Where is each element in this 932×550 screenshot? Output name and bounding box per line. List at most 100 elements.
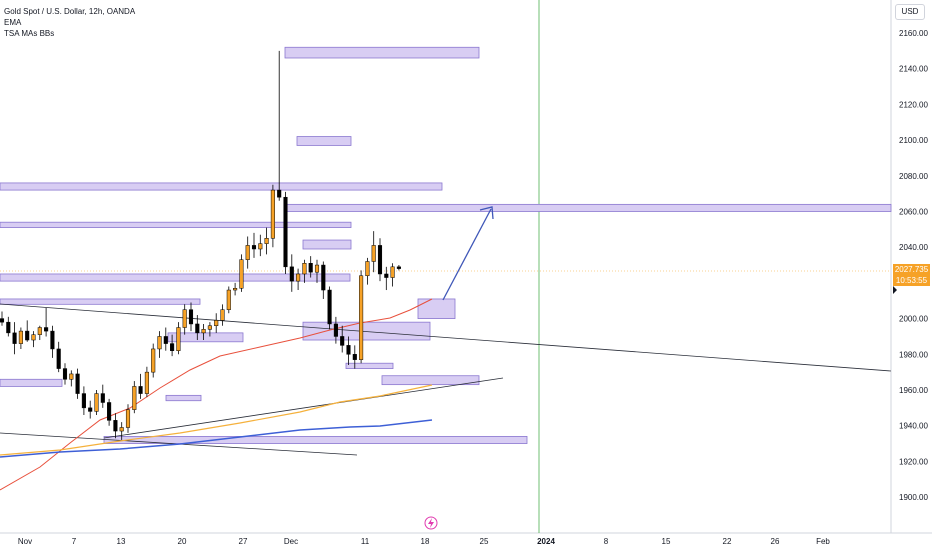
price-tick-label: 1900.00 [899,493,928,502]
bull-candle [264,227,269,255]
indicator-tsa-label[interactable]: TSA MAs BBs [4,29,55,38]
bear-candle [188,302,194,332]
price-tick-label: 1940.00 [899,422,928,431]
candle-body [245,245,250,260]
candle-body [176,327,181,351]
candle-body [251,245,257,250]
bear-candle [333,316,338,344]
trendline [0,303,892,372]
bear-candle [321,261,326,299]
candle-body [390,266,395,278]
candle-body [94,393,99,412]
bear-candle [113,413,118,439]
candle-body [207,325,212,330]
candle-body [12,332,17,344]
price-zone [0,182,443,191]
bull-candle [18,327,23,349]
bull-candle [359,270,364,364]
bear-candle [384,266,389,291]
candle-body [81,393,86,409]
price-tick-label: 2040.00 [899,243,928,252]
projection-arrow [442,206,494,301]
time-axis[interactable]: Nov 7 13 20 27 Dec 11 18 25 2024 8 15 22 26 Feb [18,537,831,546]
time-tick-label: 8 [604,537,609,546]
time-tick-label: 18 [421,537,430,546]
candle-body [25,330,30,341]
candle-body [327,289,332,325]
bull-candle [258,234,263,257]
bull-candle [220,304,225,326]
bear-candle [377,238,383,282]
candle-body [56,348,61,369]
bear-candle [277,50,282,201]
bear-candle [170,334,175,357]
price-zone [0,221,352,228]
time-tick-label: 13 [117,537,126,546]
candle-body [270,189,275,239]
candle-body [214,320,219,326]
price-zone [302,239,352,250]
price-zone [0,298,201,305]
bar-countdown: 10:53:55 [895,276,928,285]
arrow-head-icon [479,206,494,220]
time-tick-label: 7 [72,537,77,546]
currency-button[interactable]: USD [895,4,925,20]
bull-candle [201,323,206,341]
price-zone [302,321,431,341]
candle-body [44,327,49,332]
candle-body [75,373,80,394]
bear-candle [25,320,30,342]
candle-body [188,309,194,325]
indicator-ema-label[interactable]: EMA [4,18,22,27]
bull-candle [207,322,212,337]
price-zone [103,436,528,444]
candle-body [37,327,42,335]
price-zone [0,378,63,387]
candle-body [277,189,282,198]
bull-candle [214,313,219,333]
price-tick-label: 2160.00 [899,29,928,38]
price-tick-label: 2000.00 [899,315,928,324]
supply-demand-zones [0,46,892,444]
candle-body [321,264,326,291]
ema-mid-line [0,384,433,456]
candle-body [6,321,11,334]
arrow-shaft [442,208,492,301]
price-tick-label: 2120.00 [899,100,928,109]
bull-candle [182,304,187,335]
price-zone [284,46,480,59]
bear-candle [163,327,168,351]
price-tick-label: 2060.00 [899,208,928,217]
candle-body [220,309,225,321]
bear-candle [346,336,351,366]
bull-candle [239,254,244,292]
chart-legend: Gold Spot / U.S. Dollar, 12h, OANDA EMA … [4,6,135,39]
bear-candle [81,386,86,415]
price-tick-label: 2140.00 [899,65,928,74]
candle-body [296,273,301,282]
bear-candle [327,286,332,330]
bull-candle [125,404,131,433]
time-tick-label: 27 [239,537,248,546]
bull-candle [144,366,149,398]
candle-body [151,348,156,373]
bear-candle [12,322,17,355]
time-tick-label: 26 [771,537,780,546]
candle-body [144,371,149,394]
candle-body [182,309,187,328]
lightning-icon[interactable] [424,516,438,530]
price-zone [0,273,351,282]
time-tick-label: Nov [18,537,32,546]
candle-body [396,266,401,269]
price-zone [165,394,202,402]
candle-body [88,407,93,412]
bear-candle [0,311,5,326]
bear-candle [50,325,55,358]
ema-fast-line [0,298,433,491]
price-tick-label: 1980.00 [899,350,928,359]
bear-candle [308,256,313,278]
bull-candle [245,236,250,269]
candle-body [283,196,288,268]
candle-body [340,336,345,346]
